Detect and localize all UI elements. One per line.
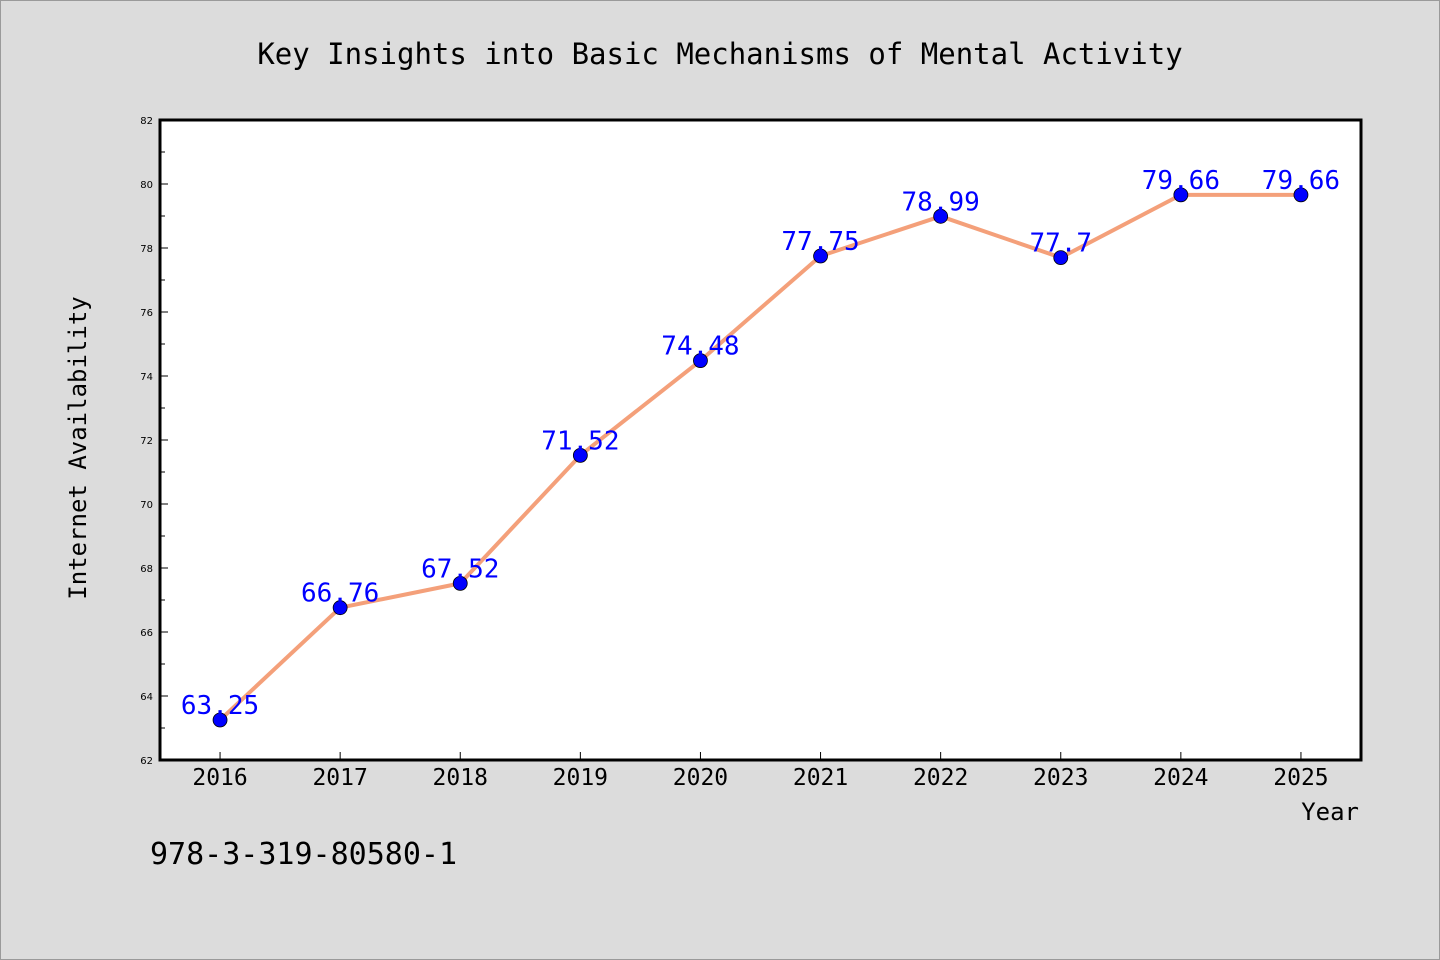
y-tick-label: 80 xyxy=(140,180,153,191)
data-point xyxy=(1173,187,1189,203)
x-tick-label: 2025 xyxy=(1273,765,1328,791)
data-label: 71.52 xyxy=(541,426,619,456)
data-point xyxy=(212,712,228,728)
y-tick-label: 78 xyxy=(140,244,153,255)
x-tick-label: 2018 xyxy=(433,765,488,791)
isbn-text: 978-3-319-80580-1 xyxy=(150,837,457,872)
y-tick-label: 76 xyxy=(140,308,153,319)
y-tick-label: 68 xyxy=(140,564,153,575)
data-point xyxy=(452,575,468,591)
data-label: 63.25 xyxy=(181,691,259,721)
data-point xyxy=(572,447,588,463)
x-tick-label: 2021 xyxy=(793,765,848,791)
data-label: 79.66 xyxy=(1142,166,1220,196)
data-label: 67.52 xyxy=(421,554,499,584)
data-label: 78.99 xyxy=(902,187,980,217)
y-tick-label: 82 xyxy=(140,116,153,127)
y-tick-label: 66 xyxy=(140,628,153,639)
plot-area xyxy=(160,120,1361,760)
x-tick-label: 2016 xyxy=(192,765,247,791)
data-labels: 63.25 66.76 67.52 71.52 74.48 77.75 78.99 77.7 7… xyxy=(181,166,1340,721)
y-tick-label: 70 xyxy=(140,500,153,511)
x-tick-label: 2020 xyxy=(673,765,728,791)
data-label: 77.75 xyxy=(781,227,859,257)
data-point xyxy=(1053,250,1069,266)
chart-title: Key Insights into Basic Mechanisms of Me… xyxy=(257,37,1182,71)
data-label: 77.7 xyxy=(1029,229,1092,259)
x-tick-label: 2023 xyxy=(1033,765,1088,791)
x-tick-label: 2022 xyxy=(913,765,968,791)
data-label: 66.76 xyxy=(301,579,379,609)
y-axis-label: Internet Availability xyxy=(64,296,92,599)
x-axis-label: Year xyxy=(1301,798,1359,826)
series-line xyxy=(218,192,1303,722)
y-tick-label: 72 xyxy=(140,436,153,447)
x-tick-label: 2017 xyxy=(312,765,367,791)
x-tick-label: 2019 xyxy=(553,765,608,791)
data-point xyxy=(813,248,828,264)
data-point xyxy=(1293,187,1309,203)
data-series xyxy=(212,187,1309,728)
data-point xyxy=(693,353,708,369)
data-point xyxy=(933,208,949,224)
axis-ticks: 62 64 66 68 70 72 74 76 78 80 82 2016 2017 2018 2019 20… xyxy=(140,116,1328,791)
plot-border xyxy=(158,118,1363,762)
data-point xyxy=(332,600,348,616)
data-label: 79.66 xyxy=(1262,166,1340,196)
y-tick-label: 74 xyxy=(140,372,153,383)
y-tick-label: 64 xyxy=(140,692,153,703)
y-tick-label: 62 xyxy=(140,756,153,767)
x-tick-label: 2024 xyxy=(1153,765,1208,791)
data-label: 74.48 xyxy=(661,332,739,362)
